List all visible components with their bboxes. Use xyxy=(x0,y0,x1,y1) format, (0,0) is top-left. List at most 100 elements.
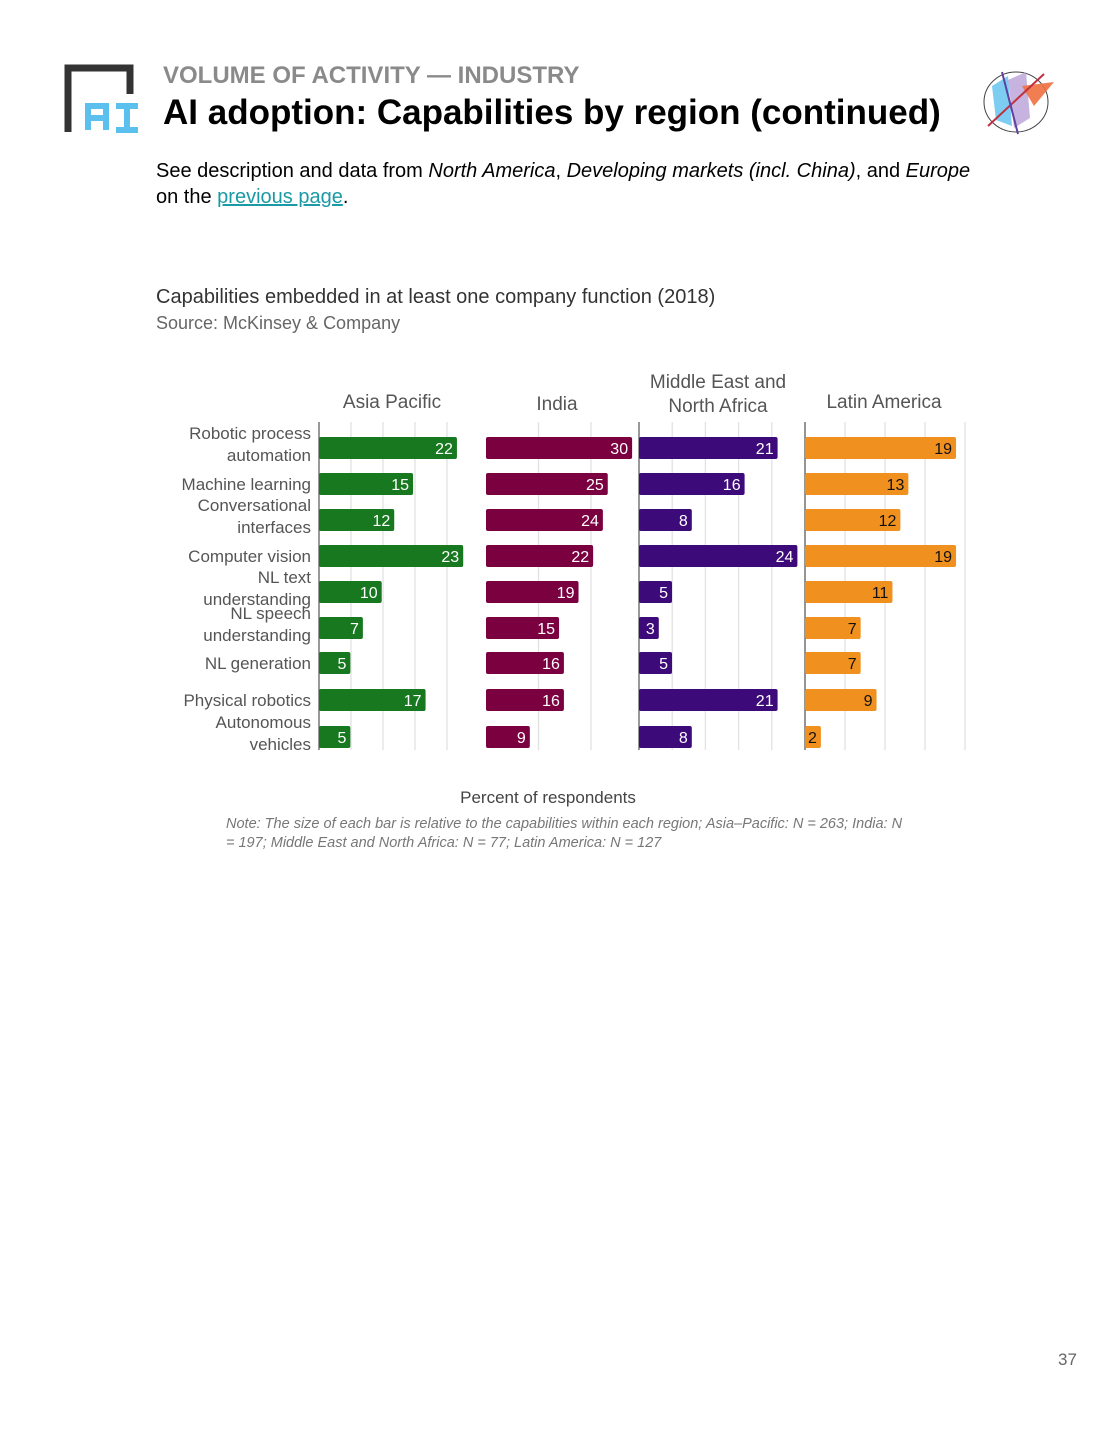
bar xyxy=(639,689,778,711)
bar xyxy=(639,545,798,567)
data-label: 22 xyxy=(571,549,589,566)
data-label: 9 xyxy=(517,730,526,747)
intro-text-part: See description and data from xyxy=(156,160,429,182)
bar xyxy=(486,437,633,459)
intro-text: See description and data from North Amer… xyxy=(156,158,976,210)
bar xyxy=(639,617,659,639)
data-label: 3 xyxy=(646,621,655,638)
data-label: 19 xyxy=(934,549,952,566)
data-label: 22 xyxy=(435,441,453,458)
section-kicker: VOLUME OF ACTIVITY — INDUSTRY xyxy=(163,62,580,89)
category-label: Autonomous vehicles xyxy=(216,713,311,754)
bar xyxy=(319,652,351,674)
data-label: 16 xyxy=(542,693,560,710)
intro-text-part: on the xyxy=(156,186,218,208)
panel-title: Latin America xyxy=(826,392,942,413)
data-label: 19 xyxy=(934,441,952,458)
panel-title: Middle East and xyxy=(650,372,786,393)
data-label: 30 xyxy=(610,441,628,458)
category-label: Conversational interfaces xyxy=(198,496,311,537)
data-label: 17 xyxy=(404,693,422,710)
bar xyxy=(486,652,564,674)
bar xyxy=(639,726,692,748)
bar xyxy=(319,726,351,748)
bar-chart: Robotic process automation Machine learnin… xyxy=(182,372,966,807)
chart-title: Capabilities embedded in at least one co… xyxy=(156,286,716,308)
bar xyxy=(639,437,778,459)
intro-text-part: , and xyxy=(855,160,906,182)
data-label: 7 xyxy=(848,656,857,673)
bar xyxy=(486,617,560,639)
data-label: 10 xyxy=(360,585,378,602)
bar xyxy=(319,581,382,603)
bar xyxy=(639,581,672,603)
bar xyxy=(805,689,877,711)
category-label: NL generation xyxy=(205,654,311,673)
x-axis-label: Percent of respondents xyxy=(460,788,636,807)
category-label: NL speech understanding xyxy=(203,604,311,645)
data-label: 16 xyxy=(723,477,741,494)
bar xyxy=(319,473,414,495)
region-europe: Europe xyxy=(905,160,971,182)
data-label: 15 xyxy=(537,621,555,638)
bar xyxy=(805,726,821,748)
panel-title: North Africa xyxy=(668,396,768,417)
data-label: 7 xyxy=(350,621,359,638)
data-label: 8 xyxy=(679,730,688,747)
data-label: 21 xyxy=(756,693,774,710)
bar xyxy=(639,473,745,495)
data-label: 23 xyxy=(441,549,459,566)
data-label: 5 xyxy=(337,656,346,673)
bar xyxy=(319,689,426,711)
panel-title: Asia Pacific xyxy=(343,392,441,413)
bar xyxy=(486,509,603,531)
panel-title: India xyxy=(536,394,578,415)
bar xyxy=(319,437,457,459)
bar xyxy=(805,437,957,459)
data-label: 15 xyxy=(391,477,409,494)
bar xyxy=(639,509,692,531)
bar xyxy=(319,545,464,567)
intro-text-part: , xyxy=(555,160,567,182)
category-label: Robotic process automation xyxy=(189,424,311,465)
bar xyxy=(319,617,363,639)
data-label: 25 xyxy=(586,477,604,494)
data-label: 9 xyxy=(864,693,873,710)
chart-note: Note: The size of each bar is relative t… xyxy=(226,816,903,851)
emblem-logo xyxy=(978,66,1058,143)
data-label: 5 xyxy=(337,730,346,747)
data-label: 5 xyxy=(659,585,668,602)
category-label: Machine learning xyxy=(182,475,311,494)
data-label: 5 xyxy=(659,656,668,673)
previous-page-link[interactable]: previous page xyxy=(217,186,343,208)
data-label: 19 xyxy=(557,585,575,602)
data-label: 2 xyxy=(808,730,817,747)
data-label: 21 xyxy=(756,441,774,458)
bar xyxy=(805,509,901,531)
category-label: Physical robotics xyxy=(183,691,311,710)
region-developing-markets: Developing markets (incl. China) xyxy=(566,160,856,182)
data-label: 13 xyxy=(887,477,905,494)
ai-index-logo xyxy=(64,64,142,139)
bar xyxy=(805,652,861,674)
bar xyxy=(805,581,893,603)
page-number: 37 xyxy=(1058,1350,1077,1369)
bar xyxy=(486,689,564,711)
bar xyxy=(486,473,608,495)
data-label: 16 xyxy=(542,656,560,673)
bar xyxy=(319,509,395,531)
bar xyxy=(805,473,909,495)
data-label: 7 xyxy=(848,621,857,638)
data-label: 11 xyxy=(872,585,889,602)
bar xyxy=(805,545,957,567)
intro-text-part: . xyxy=(342,186,349,208)
region-north-america: North America xyxy=(428,160,556,182)
category-label: Computer vision xyxy=(188,547,311,566)
chart-source: Source: McKinsey & Company xyxy=(156,313,401,333)
page-title: AI adoption: Capabilities by region (con… xyxy=(163,93,941,132)
data-label: 12 xyxy=(879,513,897,530)
bar xyxy=(486,545,594,567)
bar xyxy=(486,581,579,603)
data-label: 24 xyxy=(776,549,794,566)
data-label: 12 xyxy=(372,513,390,530)
